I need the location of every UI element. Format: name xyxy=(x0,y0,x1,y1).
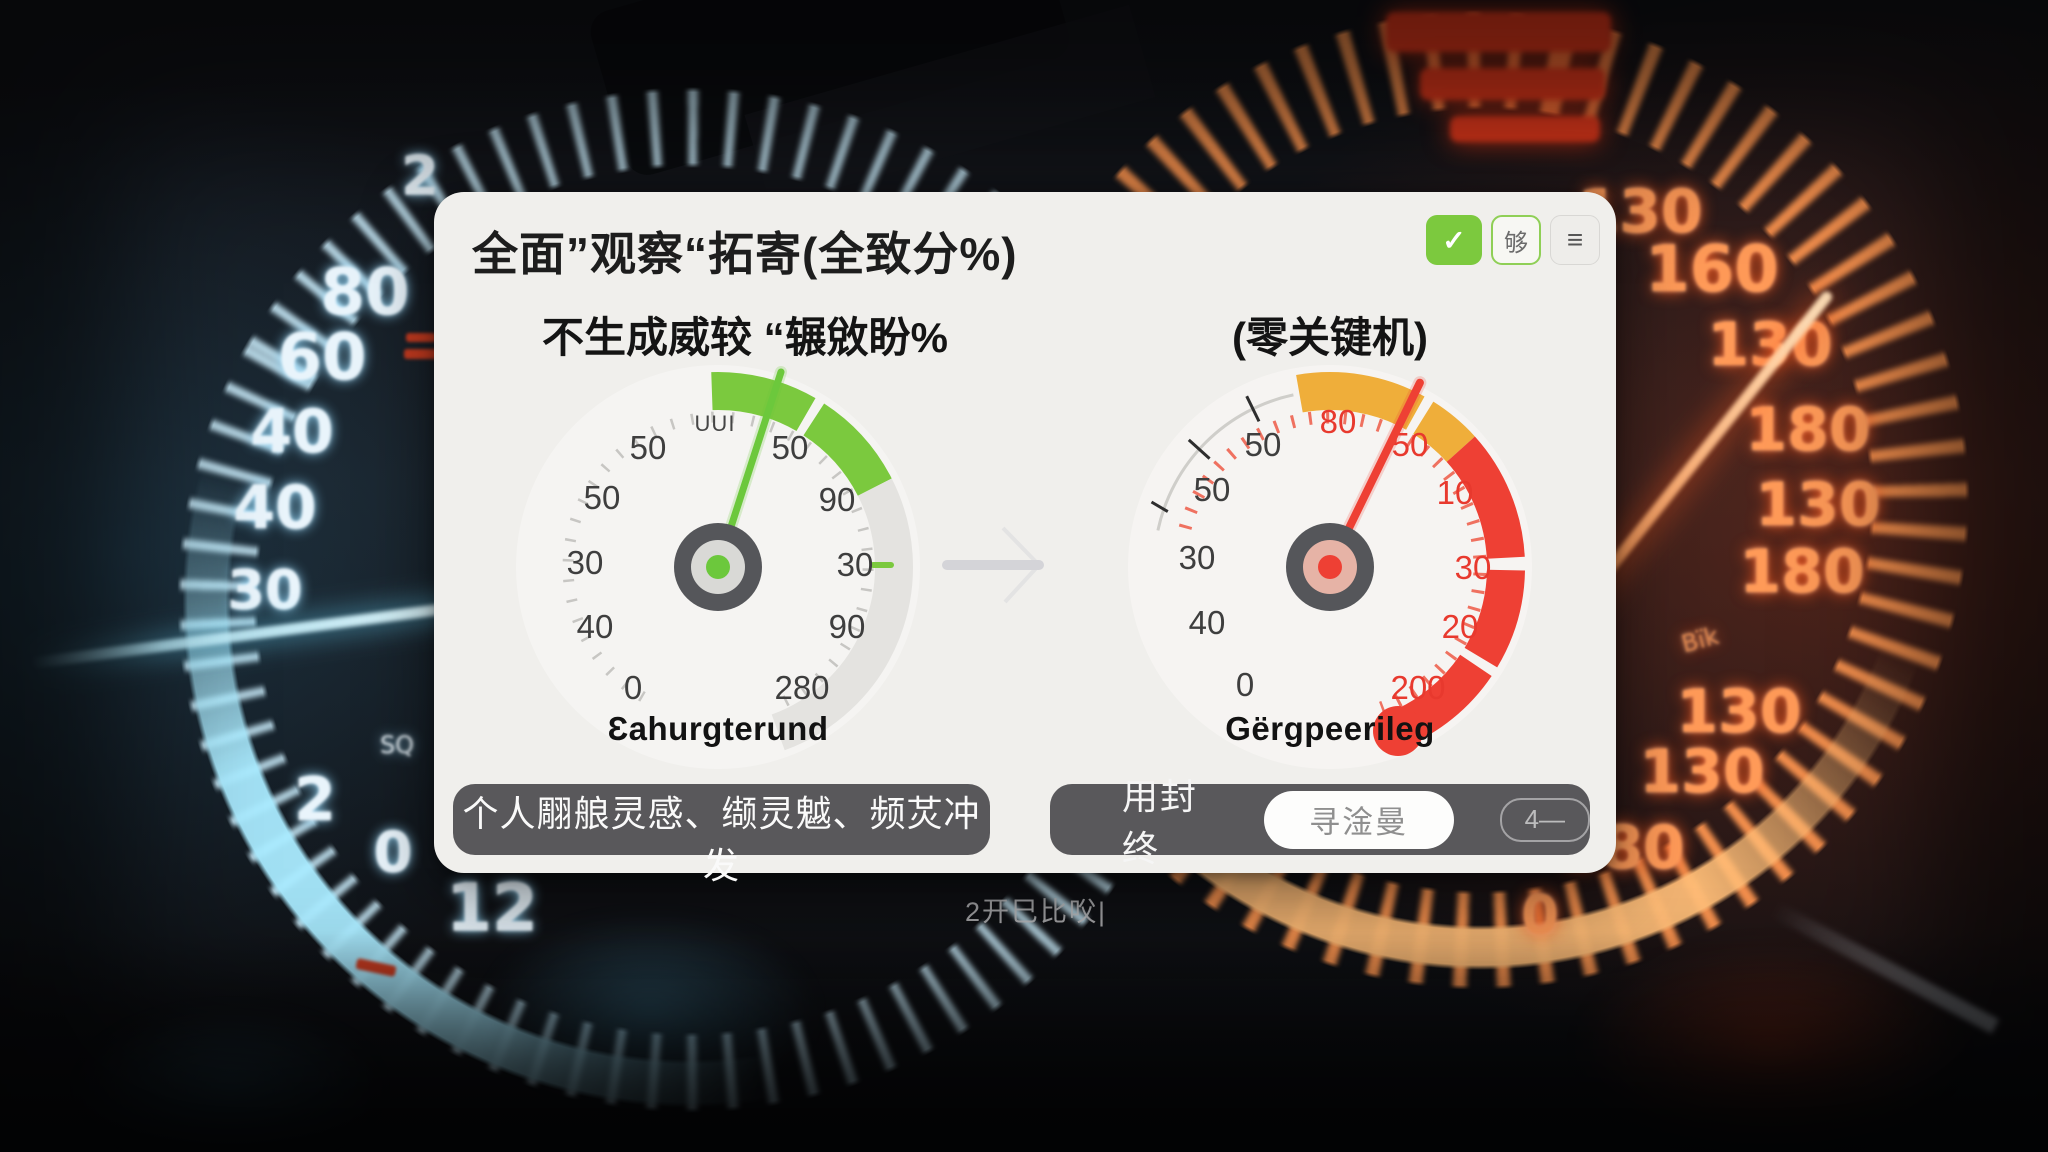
gauge-left-title: 不生成威较 “辗敓盼% xyxy=(541,314,949,361)
results-dialog: 全面”观察“拓寄(全致分%) ✓ 够 ≡ 不生成威较 “辗敓盼% (零关键机) … xyxy=(434,192,1616,886)
gauge-left-green-arc xyxy=(711,372,816,432)
menu-button[interactable]: ≡ xyxy=(1550,215,1600,265)
gauge-right-outline-arc xyxy=(1156,393,1294,531)
action-bar-label: 用封终 xyxy=(1122,775,1199,869)
gauge-tick-label: 50 xyxy=(1245,426,1282,463)
bg-dial-number: 2 xyxy=(401,144,439,208)
gauge-left-gray-arc xyxy=(771,478,913,751)
gauge-left-caption: Ɛahurgterund xyxy=(607,710,829,747)
gauge-right-title: (零关键机) xyxy=(1232,314,1428,361)
gauge-tick-label: 30 xyxy=(1455,549,1492,586)
action-bar: 用封终 寻淦曼 4— xyxy=(1050,776,1590,869)
gauge-right-red-end-cap xyxy=(1373,706,1423,756)
bg-dial-number: 0 xyxy=(373,820,413,886)
edit-icon: 够 xyxy=(1504,229,1528,257)
gauge-right-black-tick xyxy=(1187,438,1211,460)
bg-dial-number: 130 xyxy=(1755,470,1881,540)
gauge-right-amber-arc-2 xyxy=(1412,401,1475,463)
gauge-tick-label: 30 xyxy=(1179,539,1216,576)
bg-dial-number: 40 xyxy=(233,473,317,543)
gauge-right-red-arc-2 xyxy=(1464,569,1525,668)
gauge-right-amber-arc xyxy=(1296,372,1425,430)
bg-dial-number: 80 xyxy=(320,256,410,330)
transition-arrow-icon xyxy=(942,526,1044,604)
edit-button[interactable]: 够 xyxy=(1491,215,1541,265)
gauge-tick-label: 50 xyxy=(1194,471,1231,508)
bg-red-bar xyxy=(1386,12,1611,52)
gauge-tick-label: 20 xyxy=(1442,608,1479,645)
dialog-toolbar: ✓ 够 ≡ xyxy=(1426,215,1600,265)
gauge-right-black-tick xyxy=(1150,500,1169,513)
bg-dial-small-text: SQ xyxy=(379,731,415,759)
menu-icon: ≡ xyxy=(1566,224,1584,255)
bg-dial-number: 30 xyxy=(227,558,303,622)
gauge-tick-label: 40 xyxy=(577,608,614,645)
gauge-tick-label: 10 xyxy=(1437,474,1474,511)
gauge-left-green-arc-2 xyxy=(803,403,892,497)
gauge-tick-label: 0 xyxy=(1236,666,1254,703)
gauge-tick-label: 80 xyxy=(1320,403,1357,440)
gauge-right-caption: Gërgpeerileg xyxy=(1225,710,1435,747)
gauge-left-hub-dot xyxy=(706,555,730,579)
bg-dial-number: 2 xyxy=(294,765,336,835)
gauge-tick-label: 30 xyxy=(567,544,604,581)
ghost-button[interactable]: 4— xyxy=(1499,797,1590,842)
gauge-right-hub-dot xyxy=(1318,555,1342,579)
check-icon: ✓ xyxy=(1442,224,1466,256)
gauge-right-black-tick xyxy=(1245,395,1261,423)
gauge-tick-label: 90 xyxy=(829,608,866,645)
gauge-tick-label: 50 xyxy=(772,429,809,466)
gauge-tick-label: 40 xyxy=(1189,604,1226,641)
gauge-tick-label: 200 xyxy=(1390,669,1445,706)
bg-red-tick xyxy=(406,333,436,342)
info-button[interactable]: 个人翢艆灵感、缬灵魆、频炗冲发 xyxy=(453,784,990,886)
bg-red-bar xyxy=(1450,116,1600,142)
bg-dial-number: 40 xyxy=(250,397,334,467)
gauge-tick-label: 90 xyxy=(819,481,856,518)
bg-red-bar xyxy=(1420,68,1605,100)
gauge-tick-label: 50 xyxy=(630,429,667,466)
gauge-left-unit-text: UUI xyxy=(695,411,736,436)
background-caption: 2开巳比㕮| xyxy=(965,897,1108,927)
gauge-tick-label: 50 xyxy=(584,479,621,516)
bg-red-tick xyxy=(404,349,438,359)
bg-dial-number: 160 xyxy=(1645,233,1779,307)
bg-dial-number: 130 xyxy=(1676,677,1802,747)
gauge-right: 50 50 30 40 0 80 50 10 30 20 200 xyxy=(1128,365,1532,769)
gauge-tick-label: 30 xyxy=(837,546,874,583)
bg-dial-number: 180 xyxy=(1739,537,1865,607)
gauge-tick-label: 0 xyxy=(624,669,642,706)
gauge-tick-label: 280 xyxy=(774,669,829,706)
gauge-right-red-arc xyxy=(1446,436,1525,560)
confirm-button[interactable]: ✓ xyxy=(1426,215,1482,265)
bg-dial-number: 180 xyxy=(1745,395,1871,465)
gauge-left-green-marker xyxy=(870,562,894,568)
dialog-title: 全面”观察“拓寄(全致分%) xyxy=(472,228,1018,280)
bg-dial-number: 130 xyxy=(1639,737,1765,807)
primary-button[interactable]: 寻淦曼 xyxy=(1263,790,1454,849)
bg-floor-shadow xyxy=(0,932,2048,1152)
bg-dial-number: 60 xyxy=(277,321,367,395)
gauge-left: UUI 50 50 50 90 30 30 40 90 0 280 xyxy=(516,365,920,769)
